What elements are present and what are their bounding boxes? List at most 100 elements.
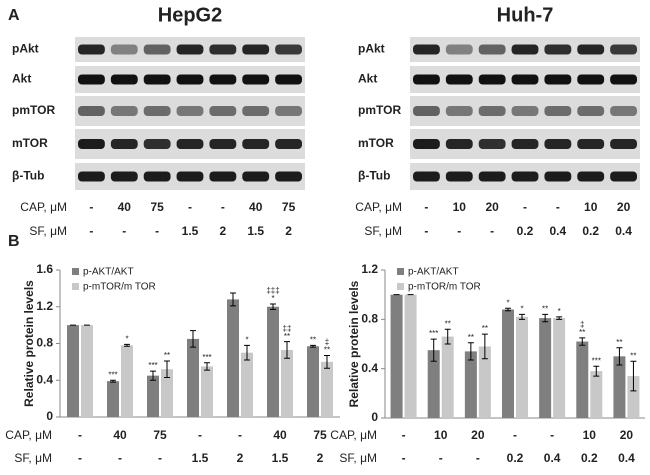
blot-band [577,139,605,149]
error-bar [630,360,637,392]
blot-band [413,74,440,85]
blot-band [610,44,637,55]
blot-band [413,106,440,116]
significance-mark: ** [542,305,548,314]
bar [390,294,403,418]
x-row-value: - [78,428,82,442]
blot-band [511,106,539,116]
blot-band [478,74,506,85]
blot-band [511,171,539,182]
blot-band [78,74,105,85]
x-row-value: - [402,428,406,442]
bar [321,361,333,417]
blot-band [176,139,204,149]
y-tick-label: 0.8 [36,336,53,350]
blot-row-label: β-Tub [12,169,44,183]
error-bar [542,313,549,323]
treatment-value: - [221,200,225,214]
bar [281,349,293,417]
significance-mark: ** [482,324,488,333]
significance-mark: *** [429,329,438,338]
bar [227,299,239,417]
blot-band [610,171,637,182]
error-bar [124,343,130,347]
bar [553,318,566,418]
y-tick-label: 1.2 [361,262,378,276]
significance-mark: * [520,305,523,314]
bar [201,366,213,417]
x-row-value: 75 [313,428,327,442]
significance-mark: ** [445,319,451,328]
blot-band [275,44,302,55]
treatment-value: 75 [282,200,296,214]
x-row-value: - [198,428,202,442]
significance-mark: * [271,294,274,303]
significance-mark: ** [310,335,316,344]
x-row-value: 2 [317,451,324,465]
blot-band [445,139,473,149]
x-row-value: 0.2 [507,451,524,465]
treatment-value: 0.2 [517,224,534,238]
error-bar [310,344,316,348]
significance-mark: ** [468,333,474,342]
treatment-value: 10 [584,200,598,214]
blot-band [110,44,138,55]
treatment-value: 20 [485,200,499,214]
bar [241,352,253,417]
treatment-label: CAP, μM [20,200,67,214]
blot-band [209,106,237,116]
x-row-value: - [476,451,480,465]
blot-band [110,106,138,116]
treatment-value: 40 [249,200,263,214]
blot-band [577,44,605,55]
treatment-value: 0.4 [550,224,567,238]
x-row-value: - [238,428,242,442]
treatment-value: - [457,224,461,238]
bar [627,376,640,418]
x-row-value: 0.2 [581,451,598,465]
x-row-value: 1.5 [192,451,209,465]
legend-swatch [397,268,404,275]
treatment-value: - [122,224,126,238]
treatment-value: 20 [617,200,631,214]
treatment-value: 1.5 [247,224,264,238]
blot-band [78,139,105,149]
blot-band [209,139,237,149]
panel-label: B [8,233,20,250]
x-row-value: - [78,451,82,465]
blot-band [445,74,473,85]
blot-band [176,74,204,85]
legend-label: p-mTOR/m TOR [83,282,156,293]
blot-band [544,171,572,182]
bar [147,375,159,417]
blot-band [242,139,270,149]
blot-band [242,44,270,55]
x-row-value: - [158,451,162,465]
x-row-value: - [439,451,443,465]
significance-mark: * [125,335,128,344]
blot-band [143,171,171,182]
x-row-value: 10 [434,428,448,442]
treatment-value: 0.4 [615,224,632,238]
blot-band [544,44,572,55]
error-bar [150,370,156,381]
blot-band [209,171,237,182]
blot-band [445,106,473,116]
error-bar [579,337,586,346]
x-row-value: 2 [237,451,244,465]
y-tick-label: 1.2 [36,299,53,313]
blot-band [544,139,572,149]
blot-band [275,139,302,149]
significance-mark: * [245,335,248,344]
treatment-value: - [523,200,527,214]
legend-swatch [72,268,79,275]
bar [464,351,477,418]
bar [427,350,440,418]
y-axis-title: Relative protein levels [22,280,36,407]
blot-band [143,106,171,116]
blot-band [176,44,204,55]
x-row-value: 0.4 [618,451,635,465]
blot-band [413,171,440,182]
y-tick-label: 0.4 [36,372,53,386]
error-bar [190,330,196,348]
